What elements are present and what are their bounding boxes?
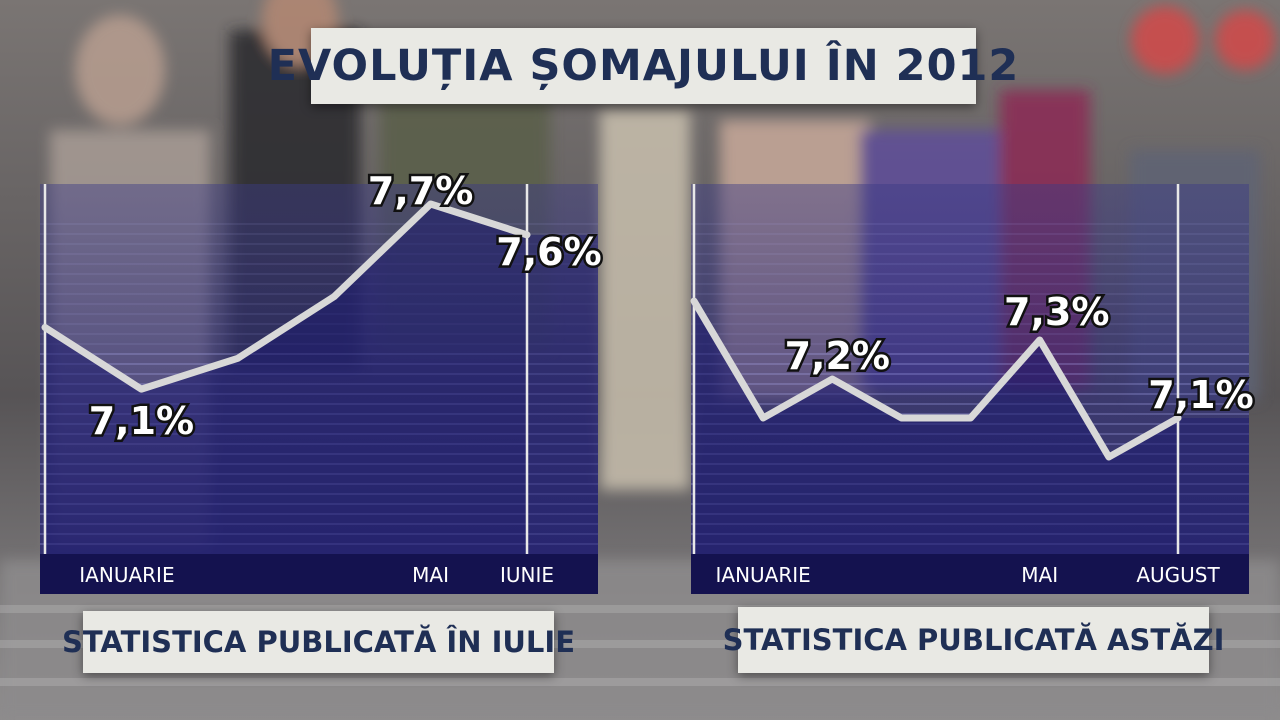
value-label: 7,2% <box>785 334 890 378</box>
data-point <box>1176 416 1180 420</box>
data-point <box>332 294 337 299</box>
axis-band <box>40 554 598 594</box>
data-point <box>428 202 433 206</box>
chart-iulie: IANUARIE MAI IUNIE 7,1% 7,7% 7,6% <box>40 167 604 594</box>
axis-band <box>691 554 1249 594</box>
month-tick-label: AUGUST <box>1136 563 1220 587</box>
trailing-area <box>527 234 598 554</box>
caption-right: STATISTICA PUBLICATĂ ASTĂZI <box>723 607 1224 673</box>
value-label: 7,1% <box>89 399 194 443</box>
value-label: 7,6% <box>496 230 601 274</box>
chart-astazi: IANUARIE MAI AUGUST 7,2% 7,3% 7,1% <box>690 184 1256 594</box>
line-chart-right: IANUARIE MAI AUGUST 7,2% 7,3% 7,1% <box>690 184 1256 594</box>
month-tick-label: IANUARIE <box>715 563 810 587</box>
series-line <box>41 200 531 393</box>
data-point <box>43 325 47 330</box>
page-title: EVOLUȚIA ȘOMAJULUI ÎN 2012 <box>268 28 1018 104</box>
data-point <box>899 416 904 420</box>
line-area <box>45 204 527 554</box>
month-tick-label: MAI <box>1021 563 1058 587</box>
data-point <box>235 356 240 361</box>
caption-left: STATISTICA PUBLICATĂ ÎN IULIE <box>62 611 575 673</box>
data-point <box>525 232 529 237</box>
value-label: 7,1% <box>1148 373 1253 417</box>
month-tick-label: MAI <box>412 563 449 587</box>
data-point <box>761 416 766 420</box>
data-point <box>1037 338 1042 342</box>
data-point <box>1106 455 1111 459</box>
data-point <box>692 299 696 303</box>
series-line <box>690 297 1182 461</box>
data-point <box>968 416 973 420</box>
data-point <box>830 377 835 381</box>
month-tick-label: IUNIE <box>500 563 554 587</box>
line-chart-left: IANUARIE MAI IUNIE 7,1% 7,7% 7,6% <box>40 167 604 594</box>
trailing-area <box>1178 418 1249 554</box>
data-point <box>139 387 144 392</box>
value-label: 7,7% <box>368 169 473 213</box>
month-tick-label: IANUARIE <box>79 563 174 587</box>
line-area <box>694 301 1178 554</box>
value-label: 7,3% <box>1004 290 1109 334</box>
